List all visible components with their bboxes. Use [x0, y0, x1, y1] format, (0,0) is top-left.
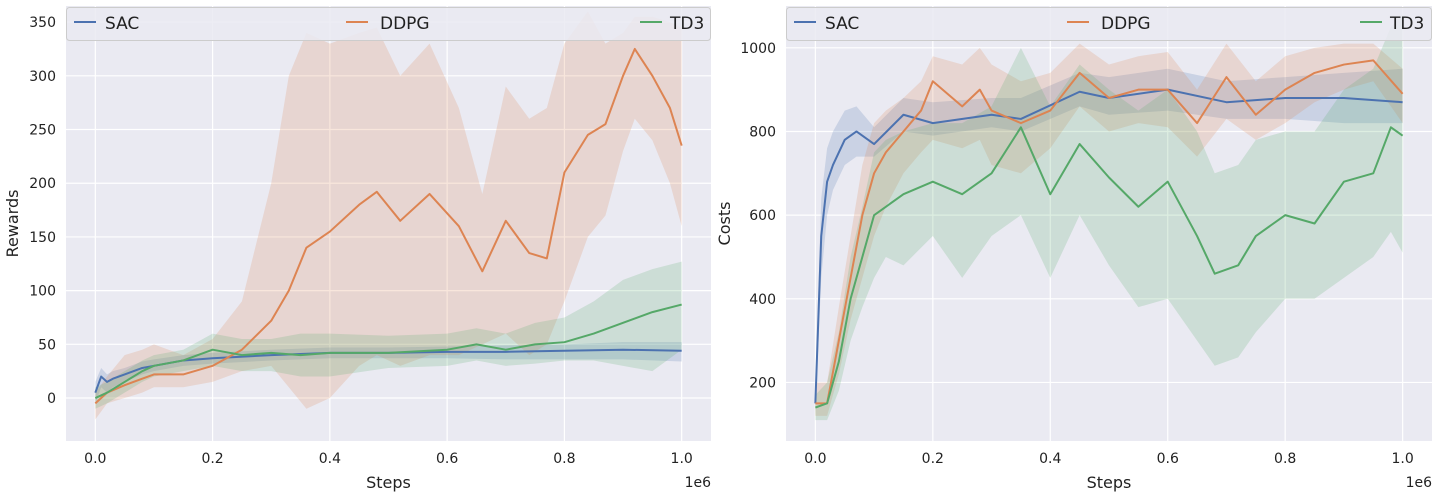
band-sac: [815, 68, 1403, 416]
y-axis-label: Rewards: [3, 190, 22, 258]
plot-area: [786, 6, 1432, 441]
x-axis-label: Steps: [366, 473, 411, 492]
gridlines: [786, 6, 1432, 441]
legend: SAC DDPG TD3: [786, 7, 1432, 41]
y-tick-label: 0: [47, 391, 56, 407]
legend-box: [66, 7, 711, 41]
y-tick-label: 250: [29, 123, 56, 139]
band-ddpg: [815, 43, 1403, 416]
legend-label-ddpg: DDPG: [1101, 14, 1151, 34]
x-offset-label: 1e6: [685, 475, 712, 491]
y-tick-label: 100: [29, 284, 56, 300]
x-tick-label: 1.0: [671, 451, 693, 467]
y-axis-label: Costs: [715, 202, 734, 246]
y-tick-label: 1000: [740, 41, 776, 57]
y-tick-label: 200: [749, 375, 776, 391]
x-tick-label: 0.4: [1039, 451, 1061, 467]
y-tick-label: 800: [749, 124, 776, 140]
x-tick-label: 0.2: [201, 451, 223, 467]
y-tick-label: 50: [38, 337, 56, 353]
plot-area: [66, 6, 711, 441]
x-tick-label: 0.6: [1157, 451, 1179, 467]
series-group: [814, 14, 1404, 421]
y-tick-label: 300: [29, 69, 56, 85]
line-sac: [814, 88, 1403, 404]
band-td3: [95, 261, 682, 409]
x-tick-label: 0.0: [84, 451, 106, 467]
legend: SAC DDPG TD3: [66, 7, 711, 41]
y-tick-label: 150: [29, 230, 56, 246]
y-tick-label: 350: [29, 15, 56, 31]
line-ddpg: [94, 47, 683, 405]
line-td3: [815, 126, 1404, 409]
x-axis-label: Steps: [1087, 473, 1132, 492]
x-tick-label: 0.2: [922, 451, 944, 467]
x-tick-label: 0.8: [553, 451, 575, 467]
x-offset-label: 1e6: [1406, 475, 1433, 491]
x-tick-label: 0.6: [436, 451, 458, 467]
x-tick-label: 0.8: [1274, 451, 1296, 467]
chart-1: 0.0 0.2 0.4 0.6 0.8 1.0 0 50 100 150 200 250 300 350 S…: [3, 6, 711, 492]
band-ddpg: [95, 11, 682, 420]
line-sac: [94, 348, 682, 394]
chart-2: 0.0 0.2 0.4 0.6 0.8 1.0 200 400 600 800 1000 Steps C…: [715, 6, 1432, 492]
legend-label-td3: TD3: [1389, 14, 1424, 34]
legend-box: [786, 7, 1432, 41]
band-td3: [815, 14, 1403, 421]
y-tick-label: 400: [749, 292, 776, 308]
y-tick-label: 200: [29, 176, 56, 192]
x-tick-label: 0.0: [804, 451, 826, 467]
line-ddpg: [815, 59, 1404, 405]
legend-label-ddpg: DDPG: [380, 14, 430, 34]
line-td3: [94, 303, 682, 399]
legend-label-sac: SAC: [825, 14, 859, 34]
y-tick-label: 600: [749, 208, 776, 224]
series-group: [94, 11, 683, 420]
x-tick-label: 1.0: [1392, 451, 1414, 467]
x-tick-label: 0.4: [319, 451, 341, 467]
legend-label-sac: SAC: [105, 14, 139, 34]
legend-label-td3: TD3: [669, 14, 704, 34]
